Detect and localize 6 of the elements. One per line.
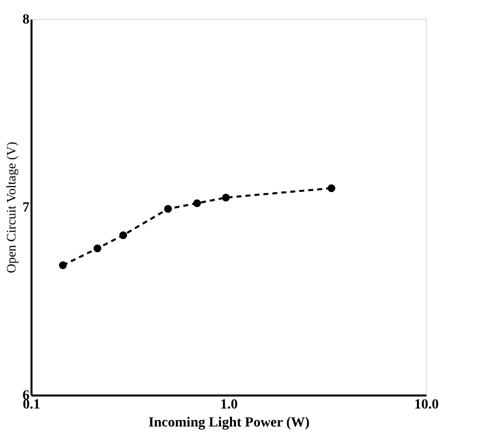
- x-tick-label: 1.0: [220, 398, 238, 412]
- x-tick-label: 10.0: [414, 398, 439, 412]
- y-axis-title: Open Circuit Voltage (V): [4, 142, 18, 274]
- y-tick-label: 7: [22, 200, 30, 216]
- y-tick-label: 8: [22, 12, 30, 28]
- x-axis-title: Incoming Light Power (W): [148, 416, 310, 430]
